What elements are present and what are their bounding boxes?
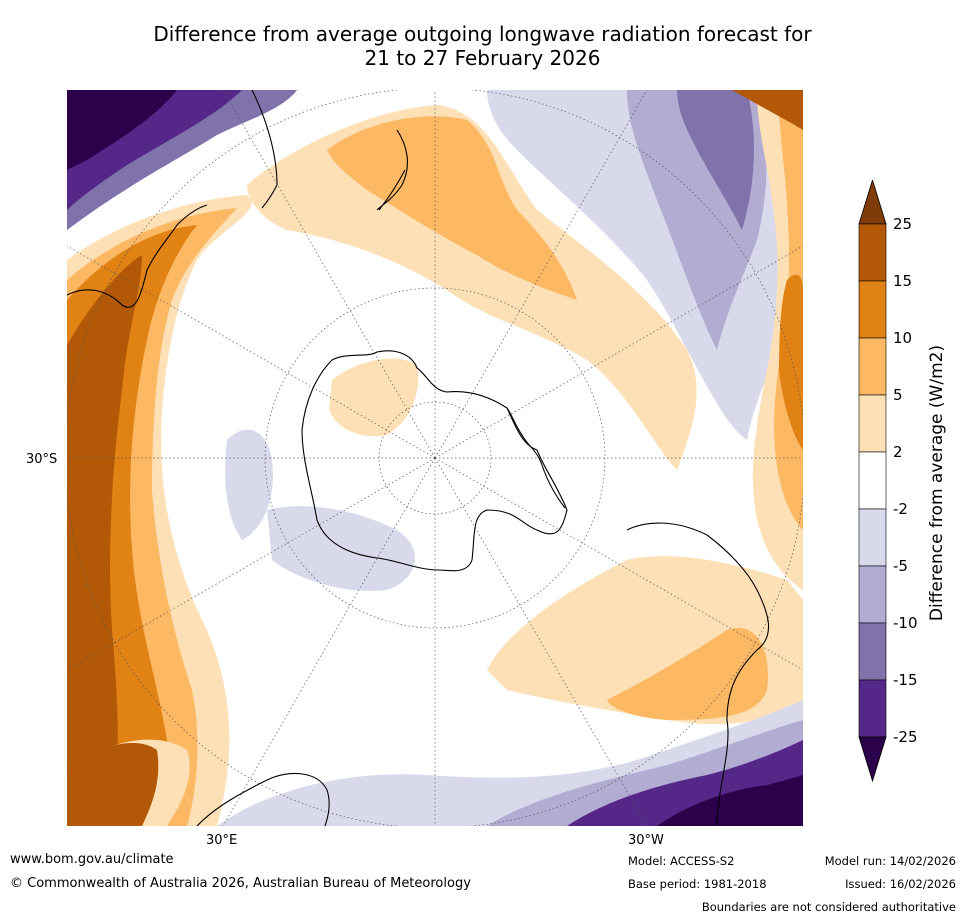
chart-title: Difference from average outgoing longwav… <box>0 22 965 70</box>
colorbar-tick-label: -15 <box>893 671 918 689</box>
anomaly-region-pacific-light <box>247 105 697 470</box>
lon-label-30e: 30°E <box>206 833 238 848</box>
new-zealand-coast <box>376 129 408 211</box>
colorbar-tick-label: -10 <box>893 614 918 632</box>
colorbar-swatches <box>858 180 887 783</box>
colorbar-extend-bottom <box>858 736 887 783</box>
south-america-coast <box>626 522 770 826</box>
footer-disclaimer: Boundaries are not considered authoritat… <box>701 900 956 914</box>
colorbar-tick-label: -25 <box>893 728 918 746</box>
colorbar-tick-label: 10 <box>893 329 913 347</box>
lat-label-30s: 30°S <box>26 452 58 467</box>
antarctica-coast <box>301 350 568 572</box>
antarctic-peninsula-coast <box>506 407 566 509</box>
lon-label-30w: 30°W <box>628 833 664 848</box>
colorbar-tick-label: -5 <box>893 557 908 575</box>
colorbar-extend-top <box>858 180 887 225</box>
colorbar-tick-label: 5 <box>893 386 903 404</box>
australia-south-coast <box>196 772 330 826</box>
footer-url: www.bom.gov.au/climate <box>10 852 174 867</box>
colorbar <box>858 180 887 783</box>
colorbar-tick-label: -2 <box>893 500 908 518</box>
colorbar-swatch <box>858 223 887 282</box>
anomaly-region-top-left-darkest <box>67 90 177 170</box>
colorbar-tick-label: 25 <box>893 215 913 233</box>
anomaly-region-south-america-orange <box>607 628 768 720</box>
colorbar-swatch <box>858 280 887 339</box>
anomaly-region-right-brown <box>779 274 803 450</box>
africa-coast <box>67 204 208 308</box>
footer-model: Model: ACCESS-S2 <box>628 854 735 868</box>
anomaly-region-east-antarctica-patch <box>267 506 416 591</box>
footer-base-period: Base period: 1981-2018 <box>628 877 767 891</box>
title-line-1: Difference from average outgoing longwav… <box>153 22 812 46</box>
colorbar-tick-label: 2 <box>893 443 903 461</box>
anomaly-region-top-right-brown <box>732 90 803 130</box>
australia-east-coast <box>251 90 278 209</box>
colorbar-swatch <box>858 451 887 510</box>
colorbar-title: Difference from average (W/m2) <box>927 344 947 622</box>
coastlines <box>67 90 770 826</box>
footer-copyright: © Commonwealth of Australia 2026, Austra… <box>10 876 471 891</box>
graticule <box>67 90 803 826</box>
colorbar-swatch <box>858 679 887 738</box>
title-line-2: 21 to 27 February 2026 <box>364 46 601 70</box>
anomaly-region-pacific-orange <box>327 116 577 300</box>
colorbar-swatch <box>858 622 887 681</box>
colorbar-swatch <box>858 565 887 624</box>
opl-anomaly-map <box>67 90 803 826</box>
anomaly-region-top-right-dark <box>677 90 754 230</box>
anomaly-region-antarctica-light <box>329 358 419 437</box>
footer-model-run: Model run: 14/02/2026 <box>824 854 956 868</box>
anomaly-region-bottom-darkest <box>657 775 803 826</box>
anomaly-region-indian-patch <box>225 429 273 540</box>
colorbar-swatch <box>858 508 887 567</box>
footer-issued: Issued: 16/02/2026 <box>845 877 956 891</box>
colorbar-swatch <box>858 337 887 396</box>
anomaly-region-left-brown <box>67 255 142 826</box>
colorbar-tick-label: 15 <box>893 272 913 290</box>
anomaly-region-australia-brown <box>67 742 159 826</box>
colorbar-swatch <box>858 394 887 453</box>
